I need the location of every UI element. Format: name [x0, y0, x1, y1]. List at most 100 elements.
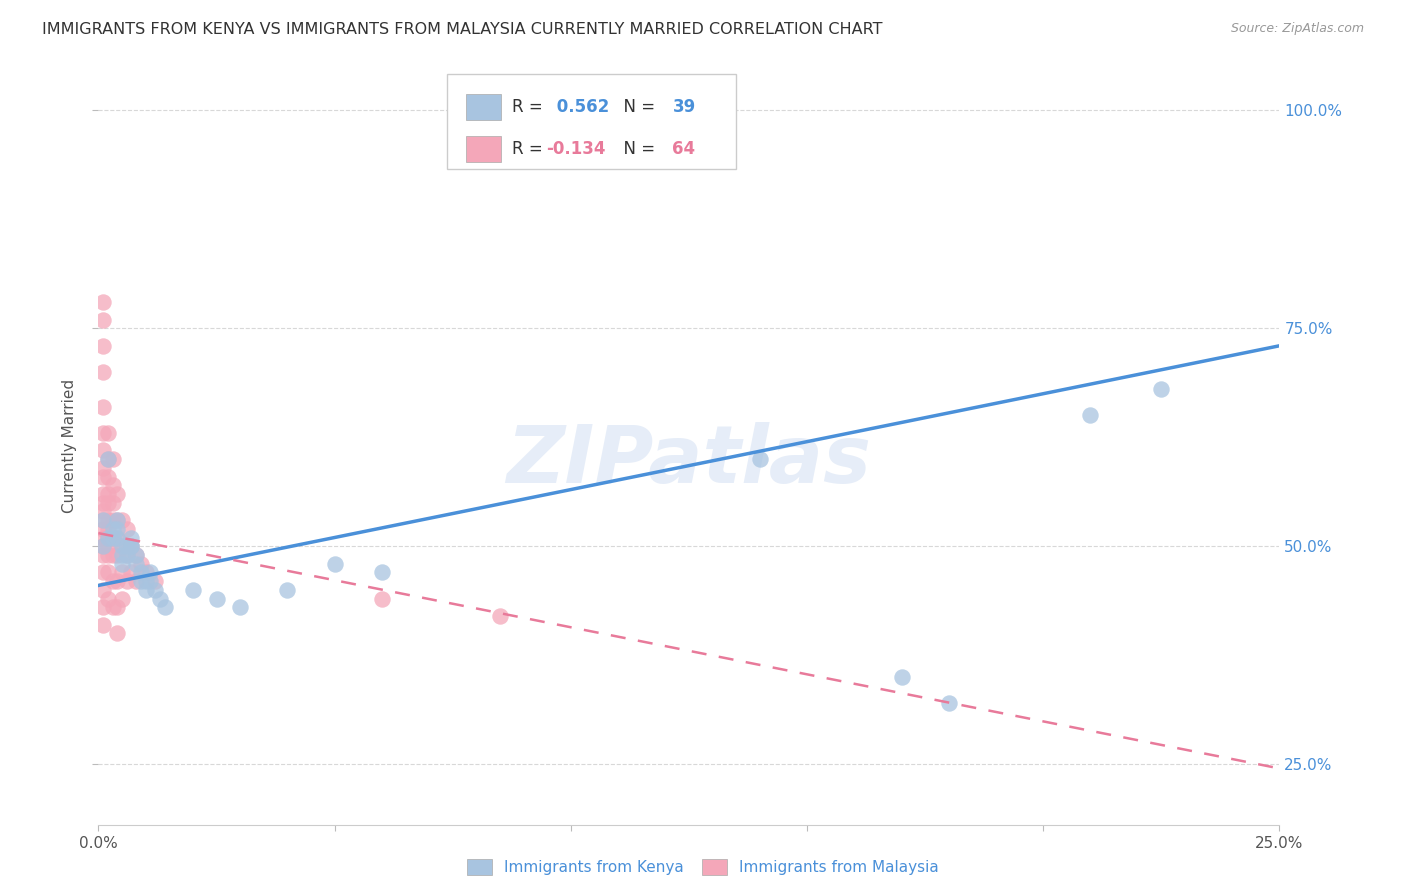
Point: [115, 539, 138, 553]
Y-axis label: Currently Married: Currently Married: [62, 379, 77, 513]
Point: [97, 522, 120, 536]
Point: [105, 531, 128, 545]
Point: [143, 582, 166, 597]
Point: [101, 531, 124, 545]
Point: [105, 531, 128, 545]
Point: [91, 443, 114, 458]
Point: [153, 600, 176, 615]
Point: [91, 539, 114, 553]
Point: [97, 531, 120, 545]
Point: [101, 522, 124, 536]
Point: [139, 566, 162, 580]
Point: [371, 566, 394, 580]
Point: [121, 539, 143, 553]
Point: [101, 600, 124, 615]
Point: [371, 591, 394, 606]
Point: [97, 513, 120, 527]
Point: [91, 295, 114, 310]
Point: [91, 469, 114, 483]
Point: [105, 548, 128, 562]
Point: [91, 504, 114, 518]
Point: [135, 574, 157, 588]
Point: [105, 600, 128, 615]
Point: [323, 557, 346, 571]
Point: [129, 574, 152, 588]
Point: [101, 452, 124, 467]
Point: [101, 531, 124, 545]
Point: [91, 513, 114, 527]
Text: R =: R =: [512, 140, 548, 158]
Point: [91, 582, 114, 597]
Point: [91, 522, 114, 536]
Point: [125, 548, 148, 562]
FancyBboxPatch shape: [465, 95, 501, 120]
Point: [97, 452, 120, 467]
Point: [105, 574, 128, 588]
Point: [105, 513, 128, 527]
Text: N =: N =: [613, 140, 661, 158]
FancyBboxPatch shape: [465, 136, 501, 161]
Point: [105, 522, 128, 536]
Text: R =: R =: [512, 98, 548, 116]
Point: [101, 513, 124, 527]
Point: [97, 566, 120, 580]
Point: [97, 487, 120, 501]
Point: [115, 548, 138, 562]
Point: [91, 425, 114, 440]
Point: [111, 566, 134, 580]
Point: [748, 452, 770, 467]
Point: [91, 566, 114, 580]
Point: [1080, 409, 1102, 423]
Point: [149, 591, 172, 606]
Point: [97, 548, 120, 562]
Point: [205, 591, 228, 606]
Point: [97, 591, 120, 606]
Point: [111, 539, 134, 553]
Point: [91, 365, 114, 379]
Legend: Immigrants from Kenya, Immigrants from Malaysia: Immigrants from Kenya, Immigrants from M…: [461, 854, 945, 881]
Point: [91, 600, 114, 615]
Text: 39: 39: [672, 98, 696, 116]
Point: [489, 609, 512, 624]
Point: [97, 539, 120, 553]
Point: [276, 582, 298, 597]
Point: [91, 548, 114, 562]
Text: -0.134: -0.134: [546, 140, 606, 158]
Point: [91, 460, 114, 475]
Point: [121, 539, 143, 553]
Point: [91, 400, 114, 414]
Point: [101, 548, 124, 562]
Point: [890, 670, 912, 684]
Point: [111, 557, 134, 571]
Point: [91, 531, 114, 545]
Point: [115, 522, 138, 536]
Point: [91, 339, 114, 353]
Text: IMMIGRANTS FROM KENYA VS IMMIGRANTS FROM MALAYSIA CURRENTLY MARRIED CORRELATION : IMMIGRANTS FROM KENYA VS IMMIGRANTS FROM…: [42, 22, 883, 37]
Point: [105, 487, 128, 501]
Point: [101, 478, 124, 492]
Point: [101, 574, 124, 588]
Point: [111, 539, 134, 553]
Point: [105, 626, 128, 640]
Point: [97, 425, 120, 440]
Point: [229, 600, 252, 615]
Point: [91, 617, 114, 632]
Text: 64: 64: [672, 140, 696, 158]
Point: [111, 513, 134, 527]
Point: [129, 557, 152, 571]
Point: [91, 539, 114, 553]
Point: [97, 496, 120, 510]
Point: [91, 496, 114, 510]
Point: [121, 566, 143, 580]
Point: [91, 513, 114, 527]
Text: Source: ZipAtlas.com: Source: ZipAtlas.com: [1230, 22, 1364, 36]
Point: [91, 487, 114, 501]
Point: [139, 574, 162, 588]
Point: [938, 696, 960, 710]
Text: N =: N =: [613, 98, 661, 116]
Point: [129, 566, 152, 580]
Point: [97, 531, 120, 545]
Point: [1150, 382, 1173, 396]
Point: [111, 591, 134, 606]
Point: [111, 548, 134, 562]
